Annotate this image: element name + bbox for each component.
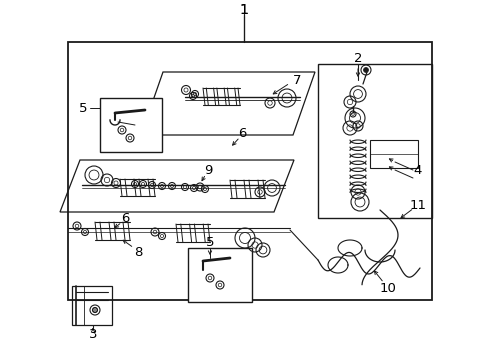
Text: 11: 11 [408, 198, 426, 212]
Text: 4: 4 [413, 163, 421, 176]
Text: 5: 5 [205, 235, 214, 248]
Text: 2: 2 [353, 51, 362, 64]
Text: 7: 7 [292, 73, 301, 86]
Bar [369, 140, 417, 168]
Text: 5: 5 [79, 102, 87, 114]
Text: 6: 6 [237, 126, 245, 140]
Text: 6: 6 [121, 212, 129, 225]
Circle shape [363, 68, 368, 72]
Bar [72, 286, 112, 325]
Text: 1: 1 [239, 3, 248, 17]
Bar [187, 248, 251, 302]
Bar [100, 98, 162, 152]
Text: 3: 3 [88, 328, 97, 342]
Bar [317, 64, 431, 218]
Text: 1: 1 [239, 3, 248, 17]
Text: 9: 9 [203, 163, 212, 176]
Bar [68, 42, 431, 300]
Text: 10: 10 [379, 282, 396, 294]
Text: 8: 8 [134, 246, 142, 258]
